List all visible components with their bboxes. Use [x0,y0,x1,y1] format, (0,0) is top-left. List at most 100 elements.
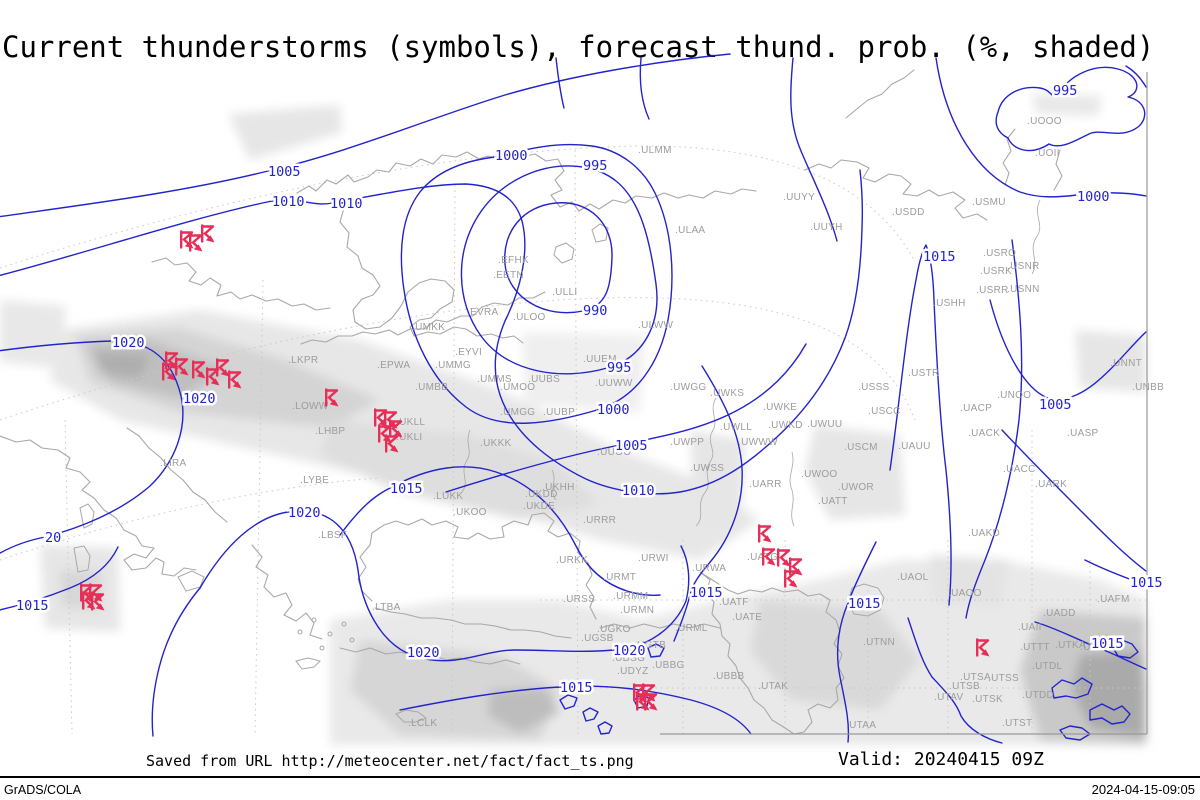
station-code: .UAKD [968,528,1000,539]
station-code: .USRO [983,248,1016,259]
station-code: .UKLI [396,432,423,443]
thunderstorm-icon [200,224,216,244]
isobar-label: 1020 [613,643,646,659]
station-code: .USRK [980,266,1012,277]
station-code: .UTSS [988,673,1019,684]
station-code: .UWLL [720,422,752,433]
station-code: .UAFO [1080,642,1112,653]
station-code: .LTBA [372,602,401,613]
isobar-label: 1000 [495,148,528,164]
station-code: .UAUU [898,441,931,452]
station-code: .UACP [960,403,992,414]
generation-timestamp: 2024-04-15-09:05 [1091,782,1195,797]
station-code: .URSS [563,594,595,605]
station-code: .UKKK [480,438,512,449]
station-code: .UKDE [523,501,555,512]
station-code: .UTDL [1032,661,1063,672]
isobar-label: 1005 [615,438,648,454]
station-code: .LKPR [288,355,318,366]
station-code: .UGSB [581,633,614,644]
isobar-label: 1015 [16,598,49,614]
station-code: .URWI [638,553,669,564]
thunderstorm-icon [758,524,773,544]
station-code: .UMMG [435,360,471,371]
station-code: .UATE [732,612,762,623]
station-code: .UWGG [670,382,707,393]
isobar-label: 1015 [690,585,723,601]
station-code: .UUEM [583,354,617,365]
probability-shading [0,94,1146,745]
station-code: .UWOR [838,482,874,493]
station-code: .UAOL [897,572,929,583]
map-title: Current thunderstorms (symbols), forecas… [2,30,1155,64]
station-code: .UOOO [1027,116,1062,127]
station-code: .UARK [1035,479,1067,490]
isobar-value-labels: 1005 1010 1010 1000 995 990 995 1000 1005 1010 101… [14,81,1166,699]
isobar-label: 1020 [288,505,321,521]
isobar-contours [0,53,1147,744]
station-code: .UDYZ [617,666,649,677]
isobar-label: 1020 [112,335,145,351]
station-code: .UTAV [934,692,963,703]
station-code: .UDSG [612,653,645,664]
valid-time-label: Valid: 20240415 09Z [838,749,1044,770]
coastlines [0,69,1063,735]
station-code: .UACK [968,428,1000,439]
station-code: .UASP [1067,428,1099,439]
station-code: .UKDD [525,489,558,500]
station-code: .USRR [976,285,1009,296]
station-code: .EFHK [498,255,529,266]
isobar-label: 1010 [272,194,305,210]
isobar-label: 1000 [1077,189,1110,205]
station-code: .UBBB [713,671,745,682]
station-code: .UWWW [738,437,778,448]
station-code: .UTKA [1055,640,1086,651]
station-code: .UMGG [500,407,535,418]
station-code: .UWKE [763,402,797,413]
station-code: .LHBP [315,426,345,437]
station-code: .UADD [1043,608,1076,619]
station-code: .LUKK [433,491,463,502]
station-code: .UWSS [690,463,724,474]
isobar-label: 1020 [407,645,440,661]
station-code: .URMM [613,591,648,602]
thunderstorm-icon [179,230,195,250]
station-code: .UKOO [453,507,487,518]
station-code: .UNOO [997,390,1031,401]
isobar-label: 995 [1053,83,1077,99]
station-code: .ULLI [552,287,577,298]
station-code: .URML [675,623,708,634]
station-code: .UAFM [1097,594,1130,605]
station-code: .UUYY [783,192,815,203]
station-code: .USHH [933,298,966,309]
isobar-label: 1000 [597,402,630,418]
station-code: .LBSF [318,530,347,541]
station-code: .UTSB [949,681,980,692]
station-code: .URKK [556,555,588,566]
station-code: .LOWW [292,401,329,412]
station-code: .UAII [1018,622,1042,633]
station-code: .ULOO [513,312,546,323]
station-code: .UWKS [710,388,744,399]
station-code: .UWOO [801,469,838,480]
station-code: .USNN [1007,284,1040,295]
station-code: .UARR [749,479,782,490]
station-code: .UUYH [810,222,843,233]
station-code: .USTR [908,368,940,379]
station-code: .UTTT [1020,642,1050,653]
station-code: .UACC [1003,464,1036,475]
map-frame [660,72,1148,735]
thunderstorm-icon [777,548,792,568]
station-code: .UUBS [528,374,560,385]
station-code: .UUOO [597,447,631,458]
station-code: .UTSA [960,672,991,683]
isobar-label: 1010 [330,196,363,212]
isobar-label: 1015 [390,481,423,497]
station-code: .UTNN [863,637,895,648]
station-code: .UOII [1035,148,1060,159]
station-code: .USDD [892,207,925,218]
isobar-label: 1020 [183,391,216,407]
isobar-label: 995 [583,158,607,174]
station-code: .USNR [1007,261,1040,272]
